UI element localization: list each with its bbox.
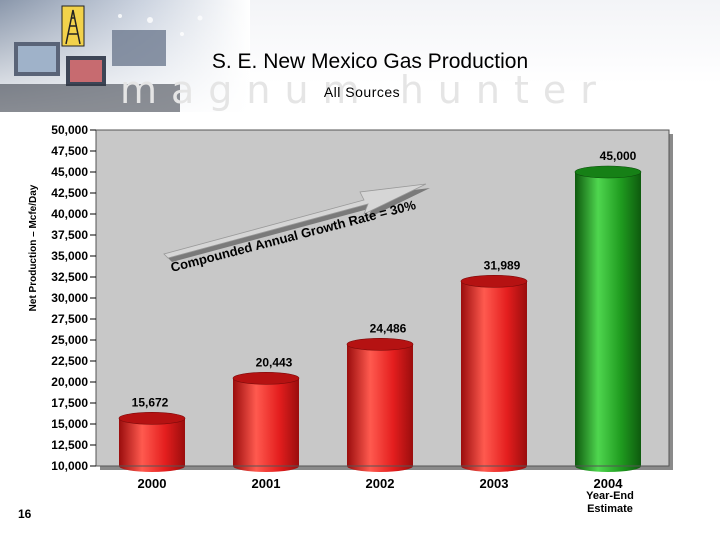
y-tick-label: 32,500 (51, 270, 88, 284)
y-tick-label: 25,000 (51, 333, 88, 347)
x-tick-label: 2002 (366, 476, 395, 491)
bar-body (347, 344, 413, 466)
bar-top-cap (346, 338, 414, 351)
y-tick-label: 30,000 (51, 291, 88, 305)
x-tick-sublabel: Estimate (587, 503, 633, 515)
bar-body (119, 418, 185, 466)
x-tick-label: 2003 (480, 476, 509, 491)
y-tick-label: 50,000 (51, 123, 88, 137)
bar-2002 (346, 338, 414, 472)
brand-watermark: magnum hunter (120, 68, 610, 112)
bar-2003 (460, 274, 528, 472)
bar-body (461, 281, 527, 466)
bar-value-label: 31,989 (484, 258, 521, 272)
y-tick-label: 45,000 (51, 165, 88, 179)
y-tick-label: 12,500 (51, 438, 88, 452)
growth-rate-arrow (163, 183, 430, 262)
bar-2001 (232, 371, 300, 472)
x-tick-sublabel: Year-End (586, 490, 634, 502)
bar-top-cap (118, 412, 186, 425)
y-tick-label: 40,000 (51, 207, 88, 221)
page-title: S. E. New Mexico Gas Production (211, 50, 529, 73)
x-tick-label: 2001 (252, 476, 281, 491)
gas-production-chart: 10,000 12,500 15,000 17,500 20,000 22,500 25,0… (28, 123, 673, 515)
bar-body (575, 172, 641, 466)
y-tick-label: 15,000 (51, 417, 88, 431)
growth-arrow-body (163, 183, 427, 259)
y-axis-title: Net Production – Mcfe/Day (28, 184, 39, 311)
header-photo-collage (0, 0, 250, 112)
y-tick-label: 27,500 (51, 312, 88, 326)
bar-body (233, 378, 299, 466)
y-tick-label: 37,500 (51, 228, 88, 242)
y-tick-label: 35,000 (51, 249, 88, 263)
bar-2000 (118, 412, 186, 472)
y-tick-label: 42,500 (51, 186, 88, 200)
bar-top-cap (460, 274, 528, 288)
header-banner: magnum hunter S. E. New Mexico Gas Produ… (0, 0, 720, 112)
page-number: 16 (18, 507, 32, 521)
bar-value-label: 45,000 (600, 149, 637, 163)
y-tick-label: 10,000 (51, 459, 88, 473)
y-tick-label: 22,500 (51, 354, 88, 368)
x-tick-label: 2004 (594, 476, 624, 491)
bar-value-label: 20,443 (256, 355, 293, 369)
y-tick-label: 17,500 (51, 396, 88, 410)
growth-arrow-shadow (168, 188, 430, 262)
bar-2004 (574, 165, 642, 472)
bar-value-label: 24,486 (370, 321, 407, 335)
bar-top-cap (232, 371, 300, 385)
y-tick-label: 20,000 (51, 375, 88, 389)
y-tick-label: 47,500 (51, 144, 88, 158)
page-subtitle: All Sources (323, 84, 401, 100)
bar-top-cap (574, 165, 642, 179)
x-tick-label: 2000 (138, 476, 167, 491)
bar-value-label: 15,672 (132, 395, 169, 409)
